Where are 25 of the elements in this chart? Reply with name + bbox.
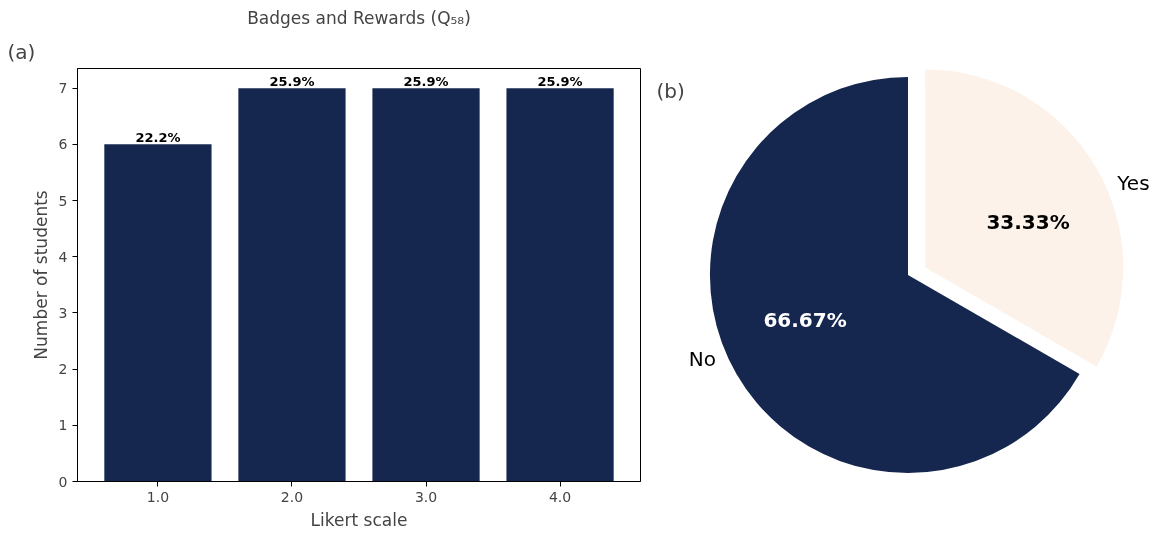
y-tick-label: 0	[58, 473, 68, 490]
slice-label: Yes	[1116, 171, 1150, 196]
y-tick-label: 3	[58, 304, 68, 321]
y-tick-label: 5	[58, 192, 68, 209]
y-tick-label: 2	[58, 361, 68, 378]
x-tick-label: 4.0	[548, 488, 572, 505]
annotation: 25.9%	[537, 74, 583, 90]
text: (a)	[7, 39, 36, 64]
y-tick-label: 1	[58, 417, 68, 434]
x-tick-label: 2.0	[280, 488, 304, 505]
x-tick-label: 1.0	[146, 488, 170, 505]
annotation: 25.9%	[403, 74, 449, 90]
slice-label: No	[688, 347, 716, 372]
x-tick-label: 3.0	[414, 488, 438, 505]
y-tick-label: 7	[58, 80, 68, 97]
x-axis-title: Likert scale	[310, 509, 408, 530]
data-label: 33.33%	[986, 210, 1070, 235]
y-tick-label: 4	[58, 248, 68, 265]
y-axis-title: Number of students	[30, 190, 51, 360]
text: (b)	[656, 79, 685, 104]
chart-title: Badges and Rewards (Q₅₈)	[247, 7, 471, 28]
y-tick-label: 6	[58, 136, 68, 153]
annotation: 22.2%	[135, 130, 181, 146]
annotation: 25.9%	[269, 74, 315, 90]
data-label: 66.67%	[763, 308, 847, 333]
